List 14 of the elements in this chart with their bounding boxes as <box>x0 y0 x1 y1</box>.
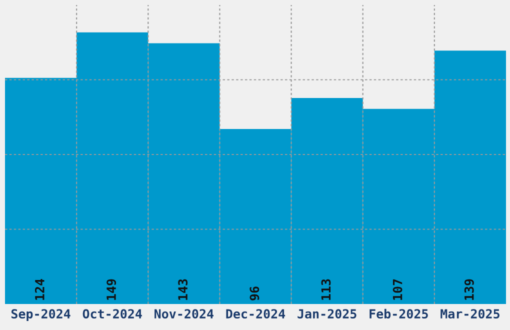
data-label: 139 <box>464 279 474 300</box>
x-tick-label: Sep-2024 <box>11 309 70 321</box>
x-tick-label: Dec-2024 <box>226 309 286 319</box>
data-label: 107 <box>392 279 402 300</box>
data-label: 96 <box>250 286 260 300</box>
data-label: 124 <box>34 278 44 300</box>
data-label: 113 <box>321 279 331 300</box>
x-tick-label: Nov-2024 <box>154 309 214 319</box>
data-label: 143 <box>178 279 188 300</box>
x-tick-label: Oct-2024 <box>82 309 142 319</box>
x-tick-label: Jan-2025 <box>298 309 356 319</box>
data-label: 149 <box>106 279 116 300</box>
x-tick-label: Mar-2025 <box>440 309 500 319</box>
x-tick-label: Feb-2025 <box>370 308 428 319</box>
